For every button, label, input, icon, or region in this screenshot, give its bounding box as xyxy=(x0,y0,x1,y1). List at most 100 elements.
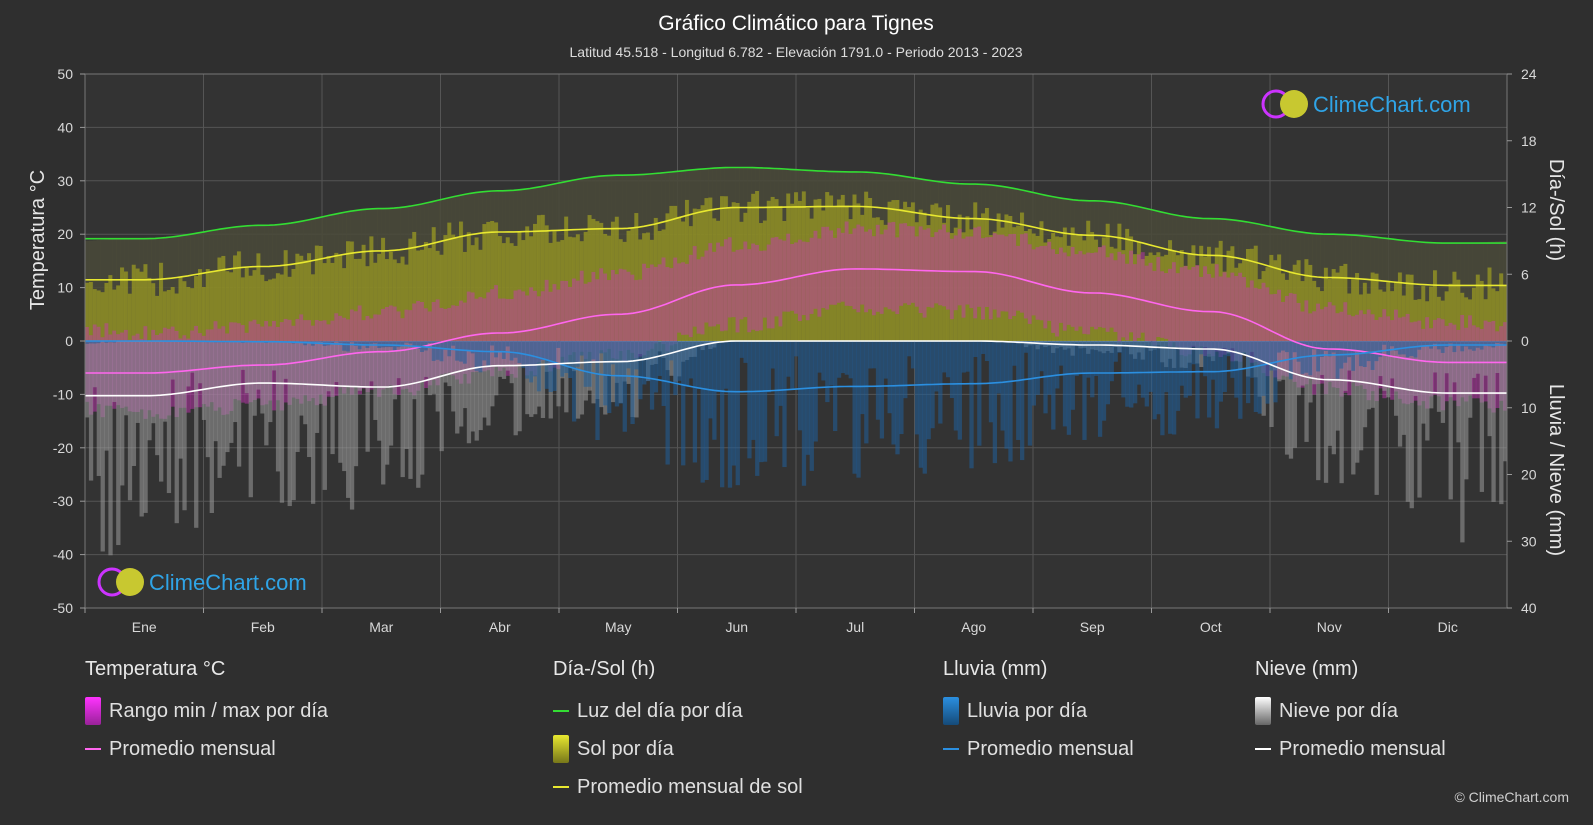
rain-bar xyxy=(412,341,417,347)
sunshine-bar xyxy=(716,220,721,341)
temp-range-bar xyxy=(1094,252,1099,330)
left-tick-label: -40 xyxy=(53,547,73,563)
rain-bar xyxy=(564,341,569,374)
snow-bar xyxy=(283,341,288,379)
rain-bar xyxy=(1070,341,1075,410)
sunshine-avg-swatch xyxy=(553,786,569,788)
sunshine-bar xyxy=(396,263,401,341)
rain-bar xyxy=(984,341,990,362)
rain-bar xyxy=(513,341,518,358)
snow-swatch xyxy=(1255,697,1271,725)
sunshine-bar xyxy=(1062,227,1068,341)
rain-bar xyxy=(1062,341,1068,427)
snow-bar xyxy=(1479,341,1485,492)
snow-bar xyxy=(1436,341,1442,412)
rain-bar xyxy=(1058,341,1064,366)
rain-bar xyxy=(1452,341,1457,353)
snow-bar xyxy=(556,341,561,407)
snow-bar xyxy=(1366,341,1372,410)
month-tick-label: Ene xyxy=(132,619,157,635)
rain-bar xyxy=(1195,341,1200,419)
left-tick-label: 0 xyxy=(65,333,73,349)
sunshine-bar xyxy=(326,255,331,341)
sunshine-bar xyxy=(1090,232,1095,341)
temp-range-bar xyxy=(712,251,717,327)
rain-bar xyxy=(688,341,694,379)
rain-bar xyxy=(961,341,966,373)
sunshine-bar xyxy=(100,292,105,341)
sunshine-bar xyxy=(681,221,686,341)
rain-bar xyxy=(466,341,472,351)
snow-bar xyxy=(1483,341,1488,376)
snow-bar xyxy=(108,341,113,556)
daylight-bar xyxy=(1347,234,1352,341)
snow-bar xyxy=(564,341,569,413)
temp-range-bar xyxy=(883,229,888,308)
month-tick-label: Abr xyxy=(489,619,511,635)
month-tick-label: Sep xyxy=(1080,619,1105,635)
snow-bar xyxy=(92,341,98,388)
snow-bar xyxy=(517,341,522,432)
rain-bar xyxy=(661,341,666,406)
sunshine-bar xyxy=(844,205,849,341)
rain-bar xyxy=(1020,341,1025,461)
temp-range-bar xyxy=(1183,265,1188,357)
sunshine-bar xyxy=(688,226,694,341)
sunshine-bar xyxy=(420,249,425,341)
chart-title: Gráfico Climático para Tignes xyxy=(658,12,933,35)
rain-avg-line xyxy=(85,340,1507,393)
legend-temperature: Temperatura °C Rango min / max por día P… xyxy=(85,658,328,768)
logo-sun-icon xyxy=(116,568,144,596)
sunshine-bar xyxy=(1016,225,1021,341)
rain-bar xyxy=(942,341,947,373)
rain-bar xyxy=(910,341,916,369)
sunshine-bar xyxy=(1273,260,1278,341)
daylight-bar xyxy=(1440,243,1446,341)
sunshine-bar xyxy=(739,221,744,341)
daylight-bar xyxy=(174,236,179,341)
rain-bar xyxy=(1487,341,1492,347)
temp-range-bar xyxy=(992,233,998,310)
sunshine-bar xyxy=(521,240,526,341)
rain-bar xyxy=(743,341,748,363)
temp-range-bar xyxy=(786,233,791,312)
rain-bar xyxy=(704,341,709,480)
sunshine-bar xyxy=(330,262,335,341)
sunshine-bar xyxy=(229,272,234,341)
temp-range-bar xyxy=(692,246,698,327)
rain-bar xyxy=(1242,341,1247,356)
temp-range-bar xyxy=(1234,276,1239,361)
temp-range-bar xyxy=(642,263,647,356)
snow-bar xyxy=(400,341,405,478)
sunshine-bar xyxy=(1265,267,1270,341)
sunshine-bar xyxy=(735,202,740,341)
temp-range-bar xyxy=(1269,294,1274,365)
temp-range-bar xyxy=(451,305,456,376)
sunshine-bar xyxy=(1152,255,1157,341)
sunshine-bar xyxy=(501,243,507,341)
daylight-bar xyxy=(1417,241,1422,341)
sunshine-bar xyxy=(552,231,557,341)
sunshine-bar xyxy=(583,231,588,341)
sunshine-bar xyxy=(1199,245,1204,341)
snow-bar xyxy=(365,341,370,452)
sunshine-bar xyxy=(295,253,300,341)
sunshine-bar xyxy=(922,212,927,341)
temp-range-bar xyxy=(1136,254,1142,338)
daylight-bar xyxy=(1390,239,1395,341)
snow-bar xyxy=(1460,341,1465,543)
rain-bar xyxy=(1390,341,1395,347)
temp-range-bar xyxy=(494,285,499,367)
rain-bar xyxy=(1292,341,1298,353)
rain-bar xyxy=(1394,341,1399,351)
snow-bar xyxy=(252,341,257,416)
sunshine-bar xyxy=(809,218,814,341)
sunshine-bar xyxy=(1222,271,1227,341)
snow-bar xyxy=(357,341,363,391)
snow-bar xyxy=(268,341,273,423)
snow-bar xyxy=(1417,341,1422,498)
temp-range-bar xyxy=(661,257,666,345)
rain-bar xyxy=(821,341,826,381)
snow-bar xyxy=(159,341,164,482)
snow-bar xyxy=(322,341,327,490)
